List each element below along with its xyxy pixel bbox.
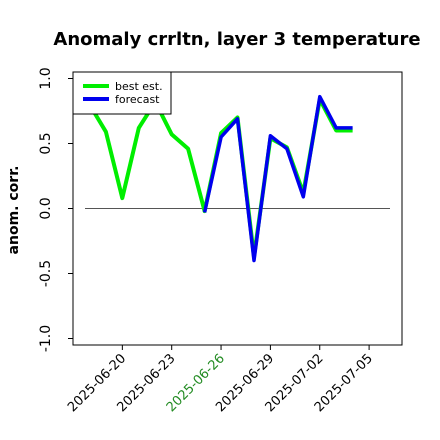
series-group [87, 94, 353, 263]
chart-title: Anomaly crrltn, layer 3 temperature [53, 29, 420, 50]
y-axis: -1.0 -0.5 0.0 0.5 1.0 [38, 67, 73, 352]
y-tick-label: -1.0 [38, 325, 54, 352]
series-line-best-est [87, 97, 353, 259]
series-line-forecast [202, 94, 353, 263]
y-tick-label: 1.0 [38, 67, 54, 89]
y-axis-label: anom. corr. [6, 166, 22, 255]
y-tick-label: 0.5 [38, 132, 54, 154]
legend: best est.forecast [72, 71, 172, 115]
legend-box [72, 71, 172, 115]
legend-label: best est. [115, 80, 163, 93]
y-tick-label: 0.0 [38, 197, 54, 219]
legend-label: forecast [115, 93, 160, 106]
y-tick-label: -0.5 [38, 260, 54, 287]
x-axis: 2025-06-202025-06-232025-06-262025-06-29… [65, 345, 376, 415]
